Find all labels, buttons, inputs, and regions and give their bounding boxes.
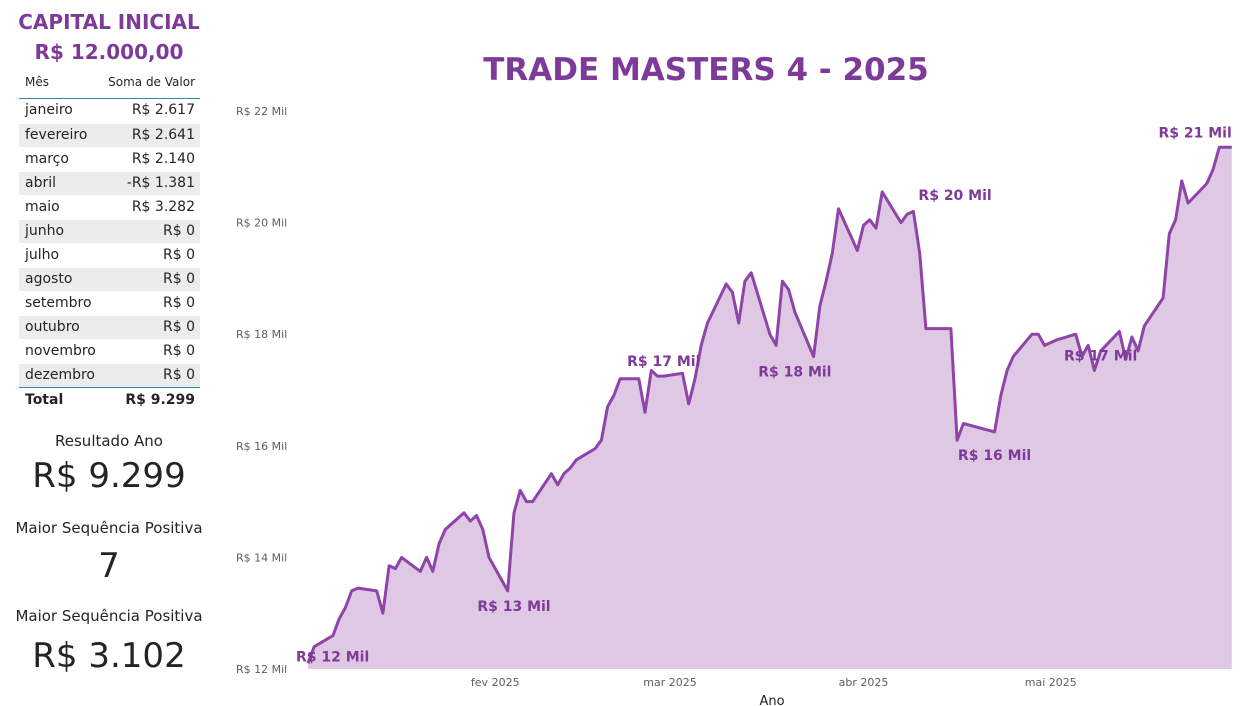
month-cell: maio — [25, 199, 60, 215]
chart-title: TRADE MASTERS 4 - 2025 — [483, 52, 929, 88]
table-row[interactable]: março R$ 2.140 — [19, 147, 200, 171]
month-cell: outubro — [25, 319, 80, 335]
capital-title: CAPITAL INICIAL — [18, 10, 200, 34]
data-labels: R$ 12 Mil R$ 13 Mil R$ 17 Mil R$ 18 Mil R$ 2… — [296, 125, 1232, 665]
data-label: R$ 18 Mil — [758, 365, 831, 381]
month-cell: julho — [25, 247, 60, 263]
month-cell: agosto — [25, 271, 73, 287]
kpi-result-value: R$ 9.299 — [32, 456, 186, 496]
month-cell: junho — [25, 223, 65, 239]
table-row[interactable]: setembro R$ 0 — [19, 291, 200, 315]
total-label: Total — [25, 392, 64, 408]
value-cell: R$ 0 — [163, 247, 195, 263]
table-row[interactable]: dezembro R$ 0 — [19, 363, 200, 387]
table-total-row: Total R$ 9.299 — [19, 387, 200, 414]
x-tick-label: fev 2025 — [471, 676, 520, 689]
value-cell: R$ 2.617 — [131, 102, 195, 118]
table-header: Mês Soma de Valor — [19, 70, 200, 99]
series-line — [306, 145, 1232, 664]
x-axis: fev 2025 mar 2025 abr 2025 mai 2025 — [471, 676, 1077, 689]
y-tick-label: R$ 14 Mil — [236, 551, 287, 564]
y-tick-label: R$ 22 Mil — [236, 105, 287, 118]
table-row[interactable]: janeiro R$ 2.617 — [19, 99, 200, 123]
table-row[interactable]: abril -R$ 1.381 — [19, 171, 200, 195]
y-tick-label: R$ 20 Mil — [236, 217, 287, 230]
month-cell: fevereiro — [25, 127, 88, 143]
table-row[interactable]: outubro R$ 0 — [19, 315, 200, 339]
table-row[interactable]: fevereiro R$ 2.641 — [19, 123, 200, 147]
total-value: R$ 9.299 — [125, 392, 195, 408]
monthly-table: Mês Soma de Valor janeiro R$ 2.617 feverei… — [19, 70, 200, 414]
table-row[interactable]: julho R$ 0 — [19, 243, 200, 267]
value-cell: R$ 0 — [163, 319, 195, 335]
data-label: R$ 17 Mil — [1064, 348, 1137, 364]
x-axis-title: Ano — [759, 694, 784, 706]
table-row[interactable]: agosto R$ 0 — [19, 267, 200, 291]
value-cell: R$ 0 — [163, 271, 195, 287]
x-tick-label: mai 2025 — [1025, 676, 1077, 689]
month-cell: setembro — [25, 295, 92, 311]
column-header-value[interactable]: Soma de Valor — [108, 75, 195, 89]
data-label: R$ 17 Mil — [627, 354, 700, 370]
value-cell: R$ 2.140 — [131, 151, 195, 167]
table-body: janeiro R$ 2.617 fevereiro R$ 2.641 março R$ … — [19, 99, 200, 387]
area-fill — [308, 147, 1232, 670]
table-row[interactable]: maio R$ 3.282 — [19, 195, 200, 219]
y-tick-label: R$ 18 Mil — [236, 328, 287, 341]
kpi-streak-count-label: Maior Sequência Positiva — [15, 519, 203, 537]
y-tick-label: R$ 16 Mil — [236, 440, 287, 453]
table-row[interactable]: novembro R$ 0 — [19, 339, 200, 363]
y-axis: R$ 12 Mil R$ 14 Mil R$ 16 Mil R$ 18 Mil R$ 2… — [236, 105, 287, 676]
value-cell: R$ 2.641 — [131, 127, 195, 143]
kpi-streak-amount-value: R$ 3.102 — [32, 636, 186, 676]
data-label: R$ 13 Mil — [477, 599, 550, 615]
y-tick-label: R$ 12 Mil — [236, 663, 287, 676]
x-tick-label: mar 2025 — [643, 676, 696, 689]
value-cell: R$ 0 — [163, 223, 195, 239]
data-label: R$ 20 Mil — [918, 188, 991, 204]
month-cell: novembro — [25, 343, 96, 359]
table-row[interactable]: junho R$ 0 — [19, 219, 200, 243]
kpi-streak-count-value: 7 — [98, 546, 120, 586]
kpi-streak-amount-label: Maior Sequência Positiva — [15, 607, 203, 625]
value-cell: R$ 3.282 — [131, 199, 195, 215]
kpi-result-label: Resultado Ano — [55, 432, 163, 450]
month-cell: dezembro — [25, 367, 95, 383]
value-cell: R$ 0 — [163, 343, 195, 359]
month-cell: abril — [25, 175, 57, 191]
value-cell: R$ 0 — [163, 295, 195, 311]
capital-value: R$ 12.000,00 — [34, 40, 184, 64]
month-cell: janeiro — [25, 102, 73, 118]
column-header-month[interactable]: Mês — [25, 75, 49, 89]
summary-panel: CAPITAL INICIAL R$ 12.000,00 Mês Soma de… — [0, 0, 218, 706]
x-tick-label: abr 2025 — [839, 676, 889, 689]
data-label: R$ 16 Mil — [958, 448, 1031, 464]
value-cell: R$ 0 — [163, 367, 195, 383]
month-cell: março — [25, 151, 69, 167]
data-label: R$ 12 Mil — [296, 649, 369, 665]
data-label: R$ 21 Mil — [1158, 125, 1231, 141]
value-cell: -R$ 1.381 — [126, 175, 195, 191]
